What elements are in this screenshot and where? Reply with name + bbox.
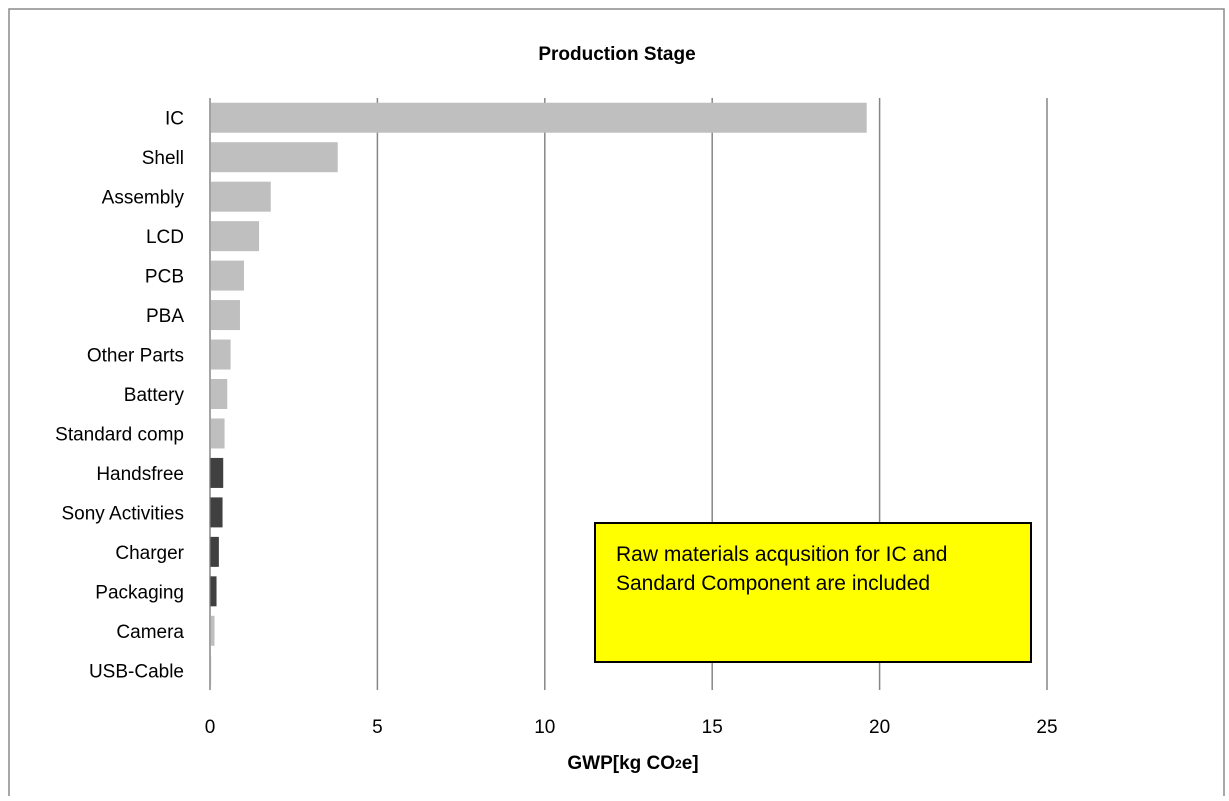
x-tick-label: 10 <box>534 717 555 738</box>
bar <box>210 300 240 331</box>
annotation-text: Raw materials acqusition for IC and Sand… <box>616 543 948 595</box>
bar <box>210 379 228 409</box>
category-label: USB-Cable <box>89 661 184 682</box>
bar <box>210 102 867 133</box>
category-label: PCB <box>145 267 184 288</box>
category-label: Handsfree <box>96 464 184 485</box>
chart-border <box>8 8 1225 796</box>
bar <box>210 181 271 212</box>
category-label: Standard comp <box>55 424 184 445</box>
category-label: Assembly <box>102 188 185 209</box>
bar <box>210 536 219 567</box>
bar <box>210 221 260 252</box>
chart-title: Production Stage <box>538 44 695 65</box>
x-tick-label: 25 <box>1036 717 1057 738</box>
bar <box>210 615 215 646</box>
category-label: Sony Activities <box>62 503 185 524</box>
category-label: Packaging <box>95 582 184 603</box>
bar-layer <box>210 102 867 686</box>
category-label: Shell <box>142 148 184 169</box>
category-label: IC <box>165 109 184 130</box>
annotation-box: Raw materials acqusition for IC and Sand… <box>594 522 1032 663</box>
bar <box>210 497 223 528</box>
category-label: LCD <box>146 227 184 248</box>
x-axis-title-sub: 2 <box>675 757 682 771</box>
bar <box>210 142 338 173</box>
category-label: Battery <box>124 385 185 406</box>
bar <box>210 576 217 607</box>
x-tick-label: 5 <box>372 717 383 738</box>
bar <box>210 655 212 686</box>
x-tick-label: 15 <box>702 717 723 738</box>
x-axis-title-main: GWP[kg CO <box>567 753 675 774</box>
bar <box>210 418 225 449</box>
category-label: Other Parts <box>87 346 184 367</box>
bar <box>210 457 224 488</box>
category-label: PBA <box>146 306 184 327</box>
grid-layer <box>209 98 1048 690</box>
x-axis-title: GWP[kg CO2e] <box>567 753 698 774</box>
category-label: Camera <box>116 622 184 643</box>
x-tick-labels: 0 5 10 15 20 25 <box>205 717 1058 738</box>
x-tick-label: 0 <box>205 717 216 738</box>
category-label: Charger <box>115 543 184 564</box>
bar <box>210 260 244 291</box>
x-axis-title-end: e] <box>682 753 699 774</box>
bar <box>210 339 231 370</box>
category-labels: IC Shell Assembly LCD PCB PBA Other Parts Batte… <box>55 109 185 683</box>
x-tick-label: 20 <box>869 717 890 738</box>
